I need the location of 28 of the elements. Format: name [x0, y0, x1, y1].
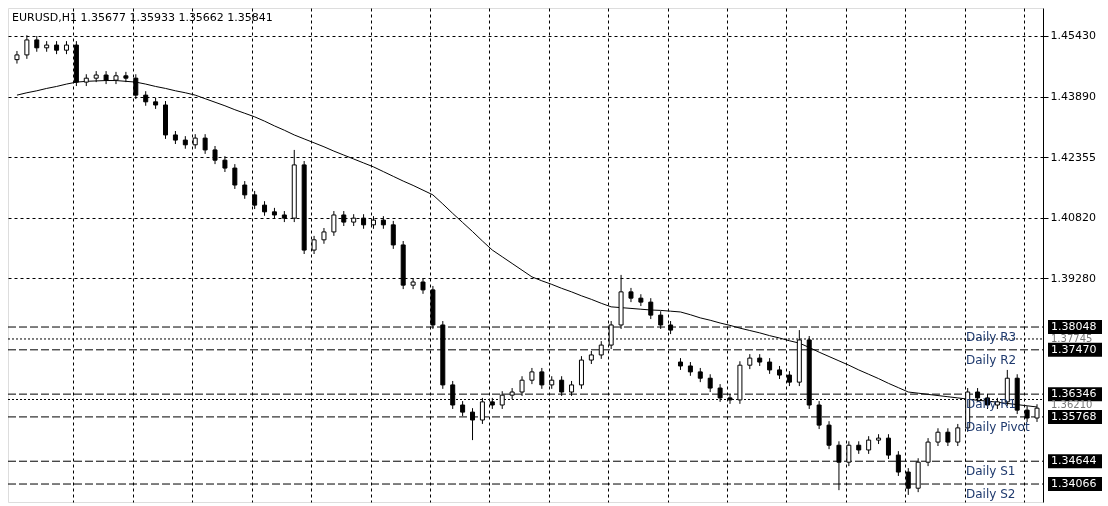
candlestick — [232, 163, 238, 190]
y-tick-label: 1.45430 — [1050, 29, 1096, 43]
candlestick — [14, 50, 20, 65]
y-tick-label: 1.39280 — [1050, 271, 1096, 285]
text: 1.34644 — [1051, 454, 1097, 468]
text: 1.37470 — [1051, 342, 1097, 356]
y-tick-label: 1.42355 — [1050, 150, 1096, 164]
candlestick — [955, 423, 961, 447]
candlestick — [885, 433, 891, 460]
candlestick — [539, 367, 545, 390]
text: 1.36210 — [1051, 399, 1093, 411]
text: 1.38048 — [1051, 320, 1097, 334]
ref-line-label: Daily S1 — [966, 464, 1016, 479]
candlestick — [826, 420, 832, 450]
text: 1.34066 — [1051, 477, 1097, 491]
text: 1.36346 — [1051, 387, 1097, 401]
text: 1.37745 — [1051, 332, 1093, 344]
ref-line-label: Daily R2 — [966, 352, 1017, 367]
ref-line-label: Daily S2 — [966, 487, 1016, 502]
y-tick-label: 1.43890 — [1050, 90, 1096, 104]
text: 1.35768 — [1051, 409, 1097, 423]
candlestick — [390, 220, 396, 250]
ref-line-label: Daily R3 — [966, 330, 1017, 345]
candlestick — [638, 293, 644, 307]
candlestick — [202, 133, 208, 155]
candlestick — [648, 297, 654, 320]
chart-title: EURUSD,H1 1.35677 1.35933 1.35662 1.35841 — [12, 11, 273, 24]
y-tick-label: 1.40820 — [1050, 211, 1096, 225]
